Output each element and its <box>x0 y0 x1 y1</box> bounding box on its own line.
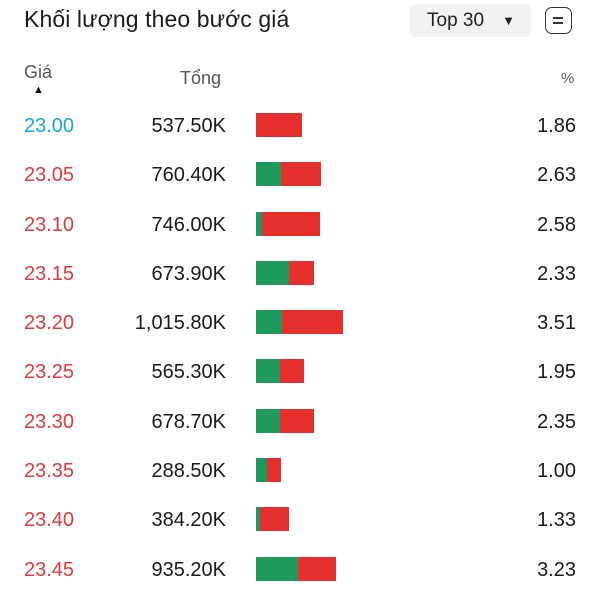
volume-bar <box>256 507 289 532</box>
buy-volume-segment <box>256 260 289 285</box>
price-cell: 23.10 <box>24 213 75 236</box>
price-cell: 23.05 <box>24 164 75 187</box>
buy-volume-segment <box>256 408 280 433</box>
volume-bar <box>256 211 320 236</box>
column-header-price[interactable]: Giá <box>24 62 53 82</box>
header: Khối lượng theo bước giá Top 30 ▼ <box>0 0 600 44</box>
total-volume-cell: 935.20K <box>151 558 226 581</box>
table-row[interactable]: 23.00 537.50K 1.86 <box>0 101 600 150</box>
sell-volume-segment <box>267 458 281 483</box>
price-cell: 23.45 <box>24 558 75 581</box>
table-row[interactable]: 23.35 288.50K 1.00 <box>0 446 600 495</box>
column-header-total: Tổng <box>180 68 222 88</box>
percent-cell: 3.23 <box>537 558 576 581</box>
sell-volume-segment <box>262 211 320 236</box>
sell-volume-segment <box>280 359 304 384</box>
table-row[interactable]: 23.40 384.20K 1.33 <box>0 495 600 544</box>
volume-bar <box>256 556 336 581</box>
table-row[interactable]: 23.25 565.30K 1.95 <box>0 347 600 396</box>
sell-volume-segment <box>280 408 314 433</box>
menu-button[interactable] <box>545 7 572 34</box>
price-cell: 23.30 <box>24 410 75 433</box>
top-count-label: Top 30 <box>427 9 485 31</box>
buy-volume-segment <box>256 507 260 532</box>
buy-volume-segment <box>256 310 282 335</box>
price-cell: 23.20 <box>24 312 75 335</box>
total-volume-cell: 565.30K <box>151 361 226 384</box>
menu-icon-line-bottom <box>553 22 563 24</box>
percent-cell: 1.95 <box>537 361 576 384</box>
percent-cell: 1.86 <box>537 115 576 137</box>
total-volume-cell: 537.50K <box>151 115 226 137</box>
percent-cell: 1.33 <box>537 509 576 532</box>
sell-volume-segment <box>281 162 321 187</box>
price-cell: 23.00 <box>24 115 75 137</box>
percent-cell: 2.33 <box>537 262 576 285</box>
table-row[interactable]: 23.10 746.00K 2.58 <box>0 200 600 249</box>
table-row[interactable]: 23.05 760.40K 2.63 <box>0 150 600 199</box>
table-row[interactable]: 23.20 1,015.80K 3.51 <box>0 298 600 347</box>
volume-bar <box>256 260 314 285</box>
price-cell: 23.15 <box>24 262 75 285</box>
volume-bar <box>256 113 302 137</box>
table-row[interactable]: 23.30 678.70K 2.35 <box>0 397 600 446</box>
sell-volume-segment <box>298 556 336 581</box>
volume-bar <box>256 408 314 433</box>
percent-cell: 2.35 <box>537 410 576 433</box>
column-header-percent: % <box>561 70 575 87</box>
percent-cell: 3.51 <box>537 312 576 335</box>
percent-cell: 2.58 <box>537 213 576 236</box>
page-title: Khối lượng theo bước giá <box>24 6 290 32</box>
volume-by-price-list: 23.00 537.50K 1.86 23.05 760.40K 2.63 23.10 746… <box>0 101 600 594</box>
volume-bar <box>256 359 304 384</box>
total-volume-cell: 384.20K <box>151 509 226 532</box>
buy-volume-segment <box>256 162 281 187</box>
volume-bar <box>256 310 343 335</box>
price-cell: 23.40 <box>24 509 75 532</box>
buy-volume-segment <box>256 359 280 384</box>
sell-volume-segment <box>282 310 343 335</box>
percent-cell: 1.00 <box>537 460 576 483</box>
total-volume-cell: 678.70K <box>151 410 226 433</box>
total-volume-cell: 1,015.80K <box>134 312 226 335</box>
percent-cell: 2.63 <box>537 164 576 187</box>
table-row[interactable]: 23.45 935.20K 3.23 <box>0 545 600 594</box>
buy-volume-segment <box>256 556 298 581</box>
menu-icon-line-top <box>553 17 563 19</box>
table-row[interactable]: 23.15 673.90K 2.33 <box>0 249 600 298</box>
buy-volume-segment <box>256 458 267 483</box>
sell-volume-segment <box>260 507 289 532</box>
total-volume-cell: 288.50K <box>151 460 226 483</box>
price-cell: 23.35 <box>24 460 75 483</box>
chevron-down-icon: ▼ <box>502 13 515 28</box>
top-count-select[interactable]: Top 30 ▼ <box>410 4 531 37</box>
total-volume-cell: 760.40K <box>151 164 226 187</box>
price-cell: 23.25 <box>24 361 75 384</box>
volume-bar <box>256 458 281 483</box>
sell-volume-segment <box>256 113 302 137</box>
buy-volume-segment <box>256 211 262 236</box>
sort-ascending-icon[interactable]: ▲ <box>33 84 44 96</box>
volume-bar <box>256 162 321 187</box>
sell-volume-segment <box>289 260 314 285</box>
total-volume-cell: 746.00K <box>151 213 226 236</box>
total-volume-cell: 673.90K <box>151 262 226 285</box>
